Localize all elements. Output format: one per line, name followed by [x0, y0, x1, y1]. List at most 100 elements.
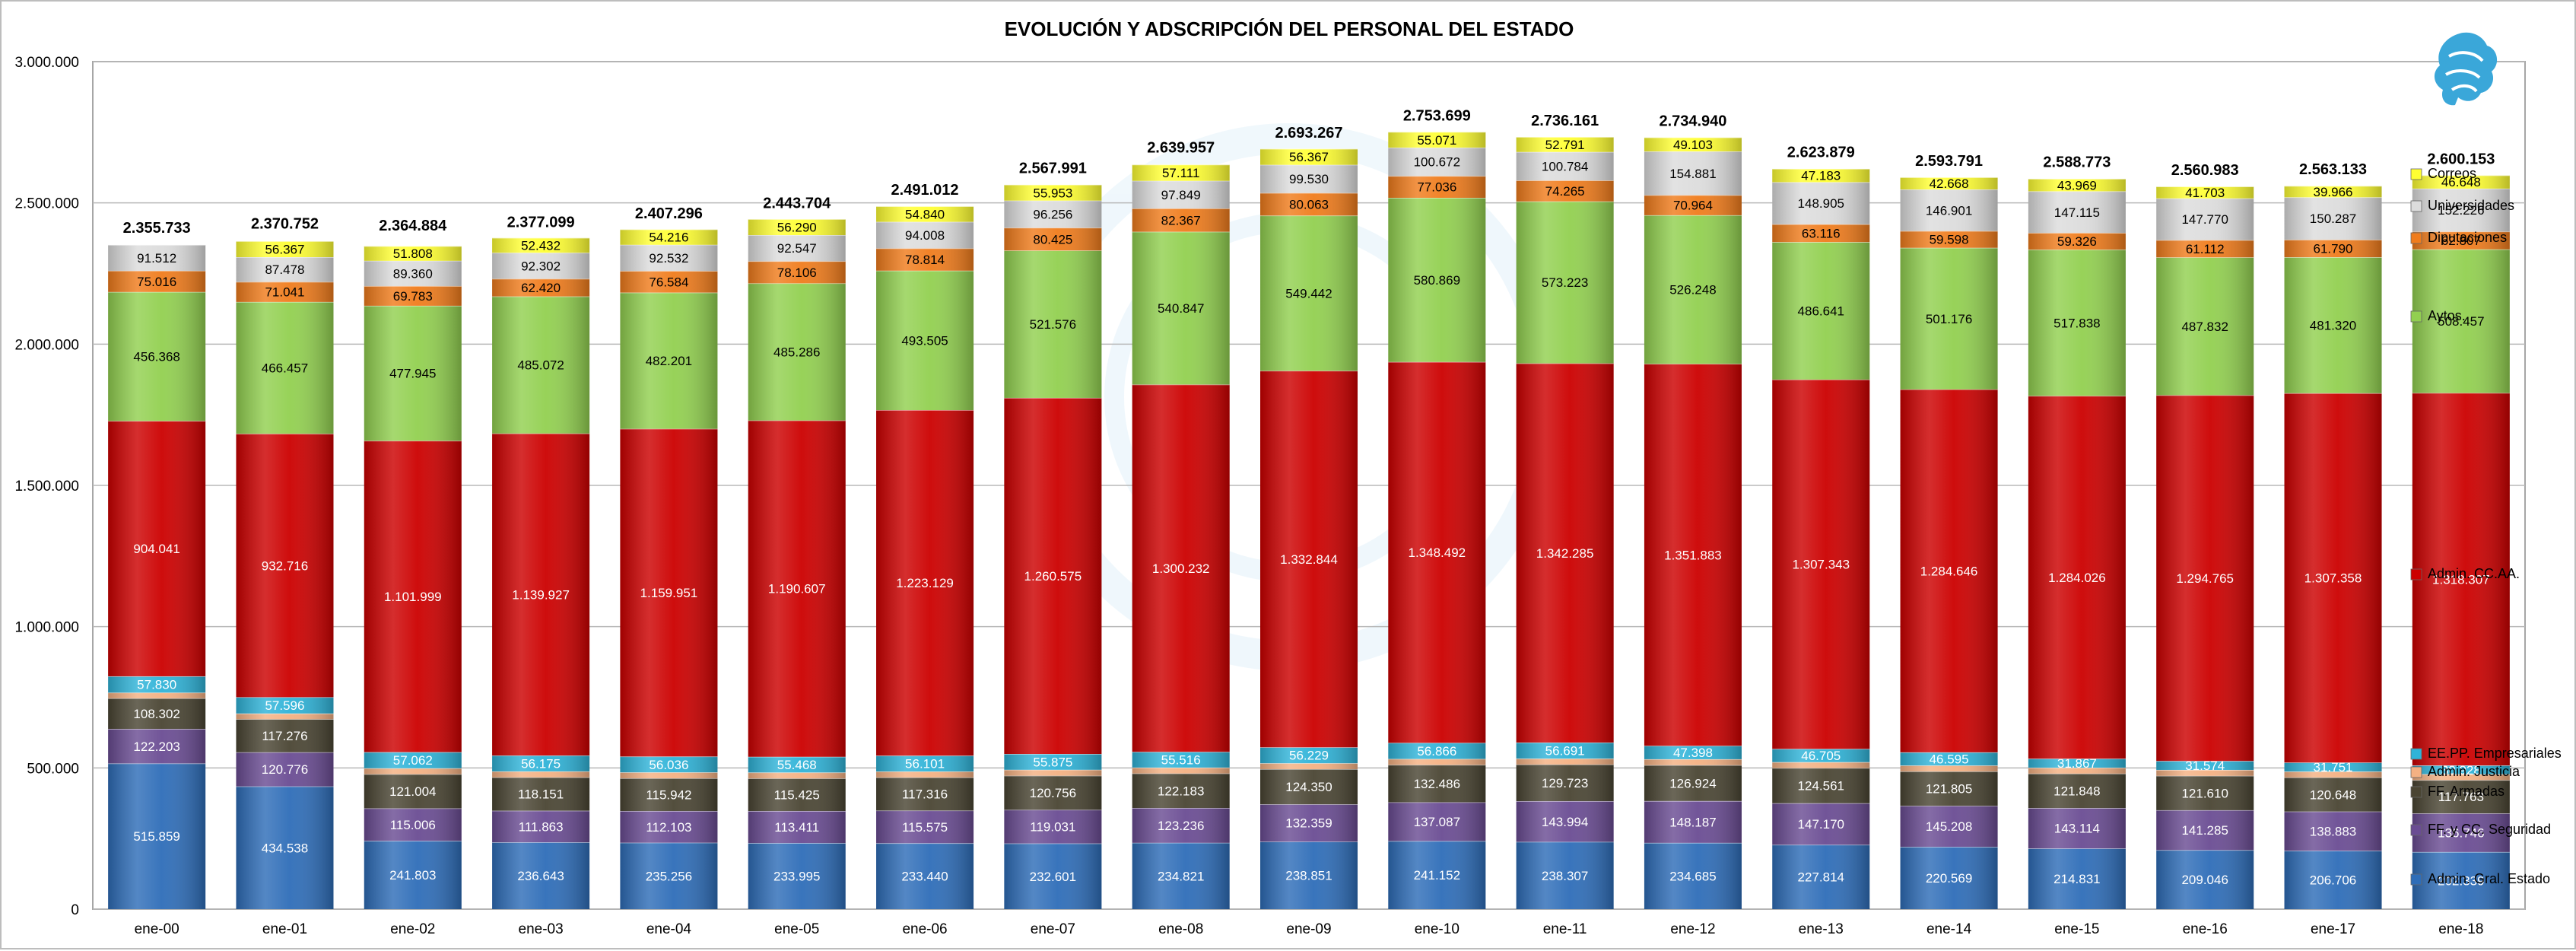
bar-segment-shading — [1132, 384, 1230, 752]
data-label: 115.942 — [646, 787, 691, 802]
bar-segment-shading — [748, 756, 846, 773]
data-label: 69.783 — [393, 289, 433, 304]
bar-segment-shading — [1516, 201, 1614, 364]
x-tick-label: ene-18 — [2438, 921, 2483, 937]
data-label: 121.004 — [389, 784, 436, 799]
bar-segment-shading — [108, 244, 206, 271]
bar-segment-shading — [364, 808, 462, 841]
data-label: 30.928 — [2441, 763, 2481, 778]
data-label: 481.320 — [2310, 318, 2356, 332]
data-label: 82.367 — [1161, 213, 1201, 227]
bar-segment-shading — [748, 261, 846, 284]
bar-segment-shading — [1516, 801, 1614, 842]
bar-segment-shading — [2412, 774, 2510, 781]
bar-segment-shading — [1900, 847, 1998, 909]
legend-label: Admin. CC.AA. — [2428, 566, 2520, 581]
data-label: 482.201 — [646, 354, 692, 368]
bar-segment-shading — [1900, 806, 1998, 848]
data-label: 80.063 — [1289, 197, 1329, 212]
bar-segment-shading — [1132, 208, 1230, 232]
bar-segment-shading — [1772, 242, 1870, 380]
data-label: 41.703 — [2185, 186, 2225, 200]
bar-segment-shading — [1260, 148, 1358, 165]
data-label: 100.784 — [1542, 159, 1588, 173]
bar-segment-shading — [1388, 743, 1486, 759]
data-label: 1.260.575 — [1024, 569, 1082, 584]
data-label: 126.924 — [1669, 776, 1716, 790]
total-label: 2.491.012 — [891, 182, 959, 199]
bar-segment-shading — [2156, 395, 2254, 762]
bar-segment-shading — [2028, 179, 2126, 192]
total-label: 2.377.099 — [507, 214, 575, 231]
total-label: 2.567.991 — [1019, 160, 1087, 177]
data-label: 75.016 — [137, 275, 176, 289]
bar-segment-shading — [2156, 775, 2254, 810]
bar-segment-shading — [2284, 851, 2382, 909]
data-label: 241.803 — [389, 868, 436, 883]
bar-segment-shading — [2412, 231, 2510, 250]
bar-segment-shading — [492, 237, 590, 253]
data-label: 456.368 — [133, 350, 179, 364]
bar-segment-shading — [1900, 389, 1998, 752]
data-label: 49.103 — [1673, 138, 1713, 152]
data-label: 92.302 — [521, 259, 561, 273]
data-label: 92.547 — [777, 241, 817, 256]
legend-label: Admin. Justicia — [2428, 764, 2520, 779]
bar-segment-shading — [620, 271, 718, 293]
bar-segment-shading — [1260, 763, 1358, 769]
total-label: 2.370.752 — [251, 216, 319, 233]
data-label: 209.046 — [2181, 873, 2228, 887]
y-tick-label: 2.000.000 — [14, 337, 79, 353]
bar-segment-shading — [1132, 752, 1230, 768]
bar-segment-shading — [2412, 765, 2510, 774]
bar-segment-shading — [1772, 803, 1870, 845]
bar-segment-shading — [876, 221, 974, 249]
data-label: 1.318.307 — [2432, 572, 2490, 587]
data-label: 214.831 — [2053, 872, 2100, 886]
data-label: 117.276 — [262, 729, 307, 743]
total-label: 2.623.879 — [1787, 145, 1855, 161]
data-label: 56.866 — [1417, 744, 1456, 759]
bar-segment-shading — [1388, 802, 1486, 841]
total-label: 2.588.773 — [2043, 154, 2111, 171]
bar-segment-shading — [108, 698, 206, 730]
bar-segment-shading — [1644, 842, 1742, 909]
total-label: 2.563.133 — [2299, 161, 2367, 178]
bar-segment-shading — [748, 420, 846, 757]
bar-segment-shading — [2284, 762, 2382, 772]
bar-segment-shading — [620, 292, 718, 429]
data-label: 580.869 — [1414, 273, 1460, 288]
griffin-logo-icon — [2434, 32, 2498, 106]
bar-segment-shading — [2156, 769, 2254, 776]
bar-segment-shading — [1900, 189, 1998, 231]
bar-segment-shading — [876, 206, 974, 222]
bar-segment-shading — [876, 270, 974, 411]
data-label: 234.821 — [1158, 869, 1204, 883]
bar-segment-shading — [108, 676, 206, 693]
bar-segment-shading — [1388, 198, 1486, 362]
bar-segment-shading — [364, 841, 462, 909]
bar-segment-shading — [1132, 808, 1230, 843]
bar-segment-shading — [1772, 182, 1870, 224]
y-tick-label: 1.500.000 — [14, 479, 79, 495]
data-label: 1.307.343 — [1792, 558, 1850, 572]
bar-segment-shading — [492, 755, 590, 771]
bar-segment-shading — [492, 296, 590, 434]
bar-segment-shading — [2284, 777, 2382, 812]
data-label: 148.905 — [1798, 196, 1844, 211]
x-tick-label: ene-17 — [2311, 921, 2355, 937]
data-label: 62.420 — [521, 281, 561, 295]
x-tick-label: ene-08 — [1158, 921, 1203, 937]
bar-segment-shading — [1516, 137, 1614, 152]
data-label: 31.574 — [2185, 759, 2225, 773]
chart-title: EVOLUCIÓN Y ADSCRIPCIÓN DEL PERSONAL DEL… — [1005, 17, 1574, 40]
legend-label: FF. Armadas — [2428, 784, 2505, 799]
bar-segment-shading — [1644, 195, 1742, 215]
data-label: 94.008 — [905, 228, 945, 243]
data-label: 206.706 — [2310, 873, 2356, 888]
data-label: 129.723 — [1542, 776, 1588, 790]
legend-swatch — [2410, 232, 2422, 244]
bar-segment-shading — [2156, 186, 2254, 199]
data-label: 1.139.927 — [512, 587, 570, 602]
bar-segment-shading — [1132, 767, 1230, 774]
